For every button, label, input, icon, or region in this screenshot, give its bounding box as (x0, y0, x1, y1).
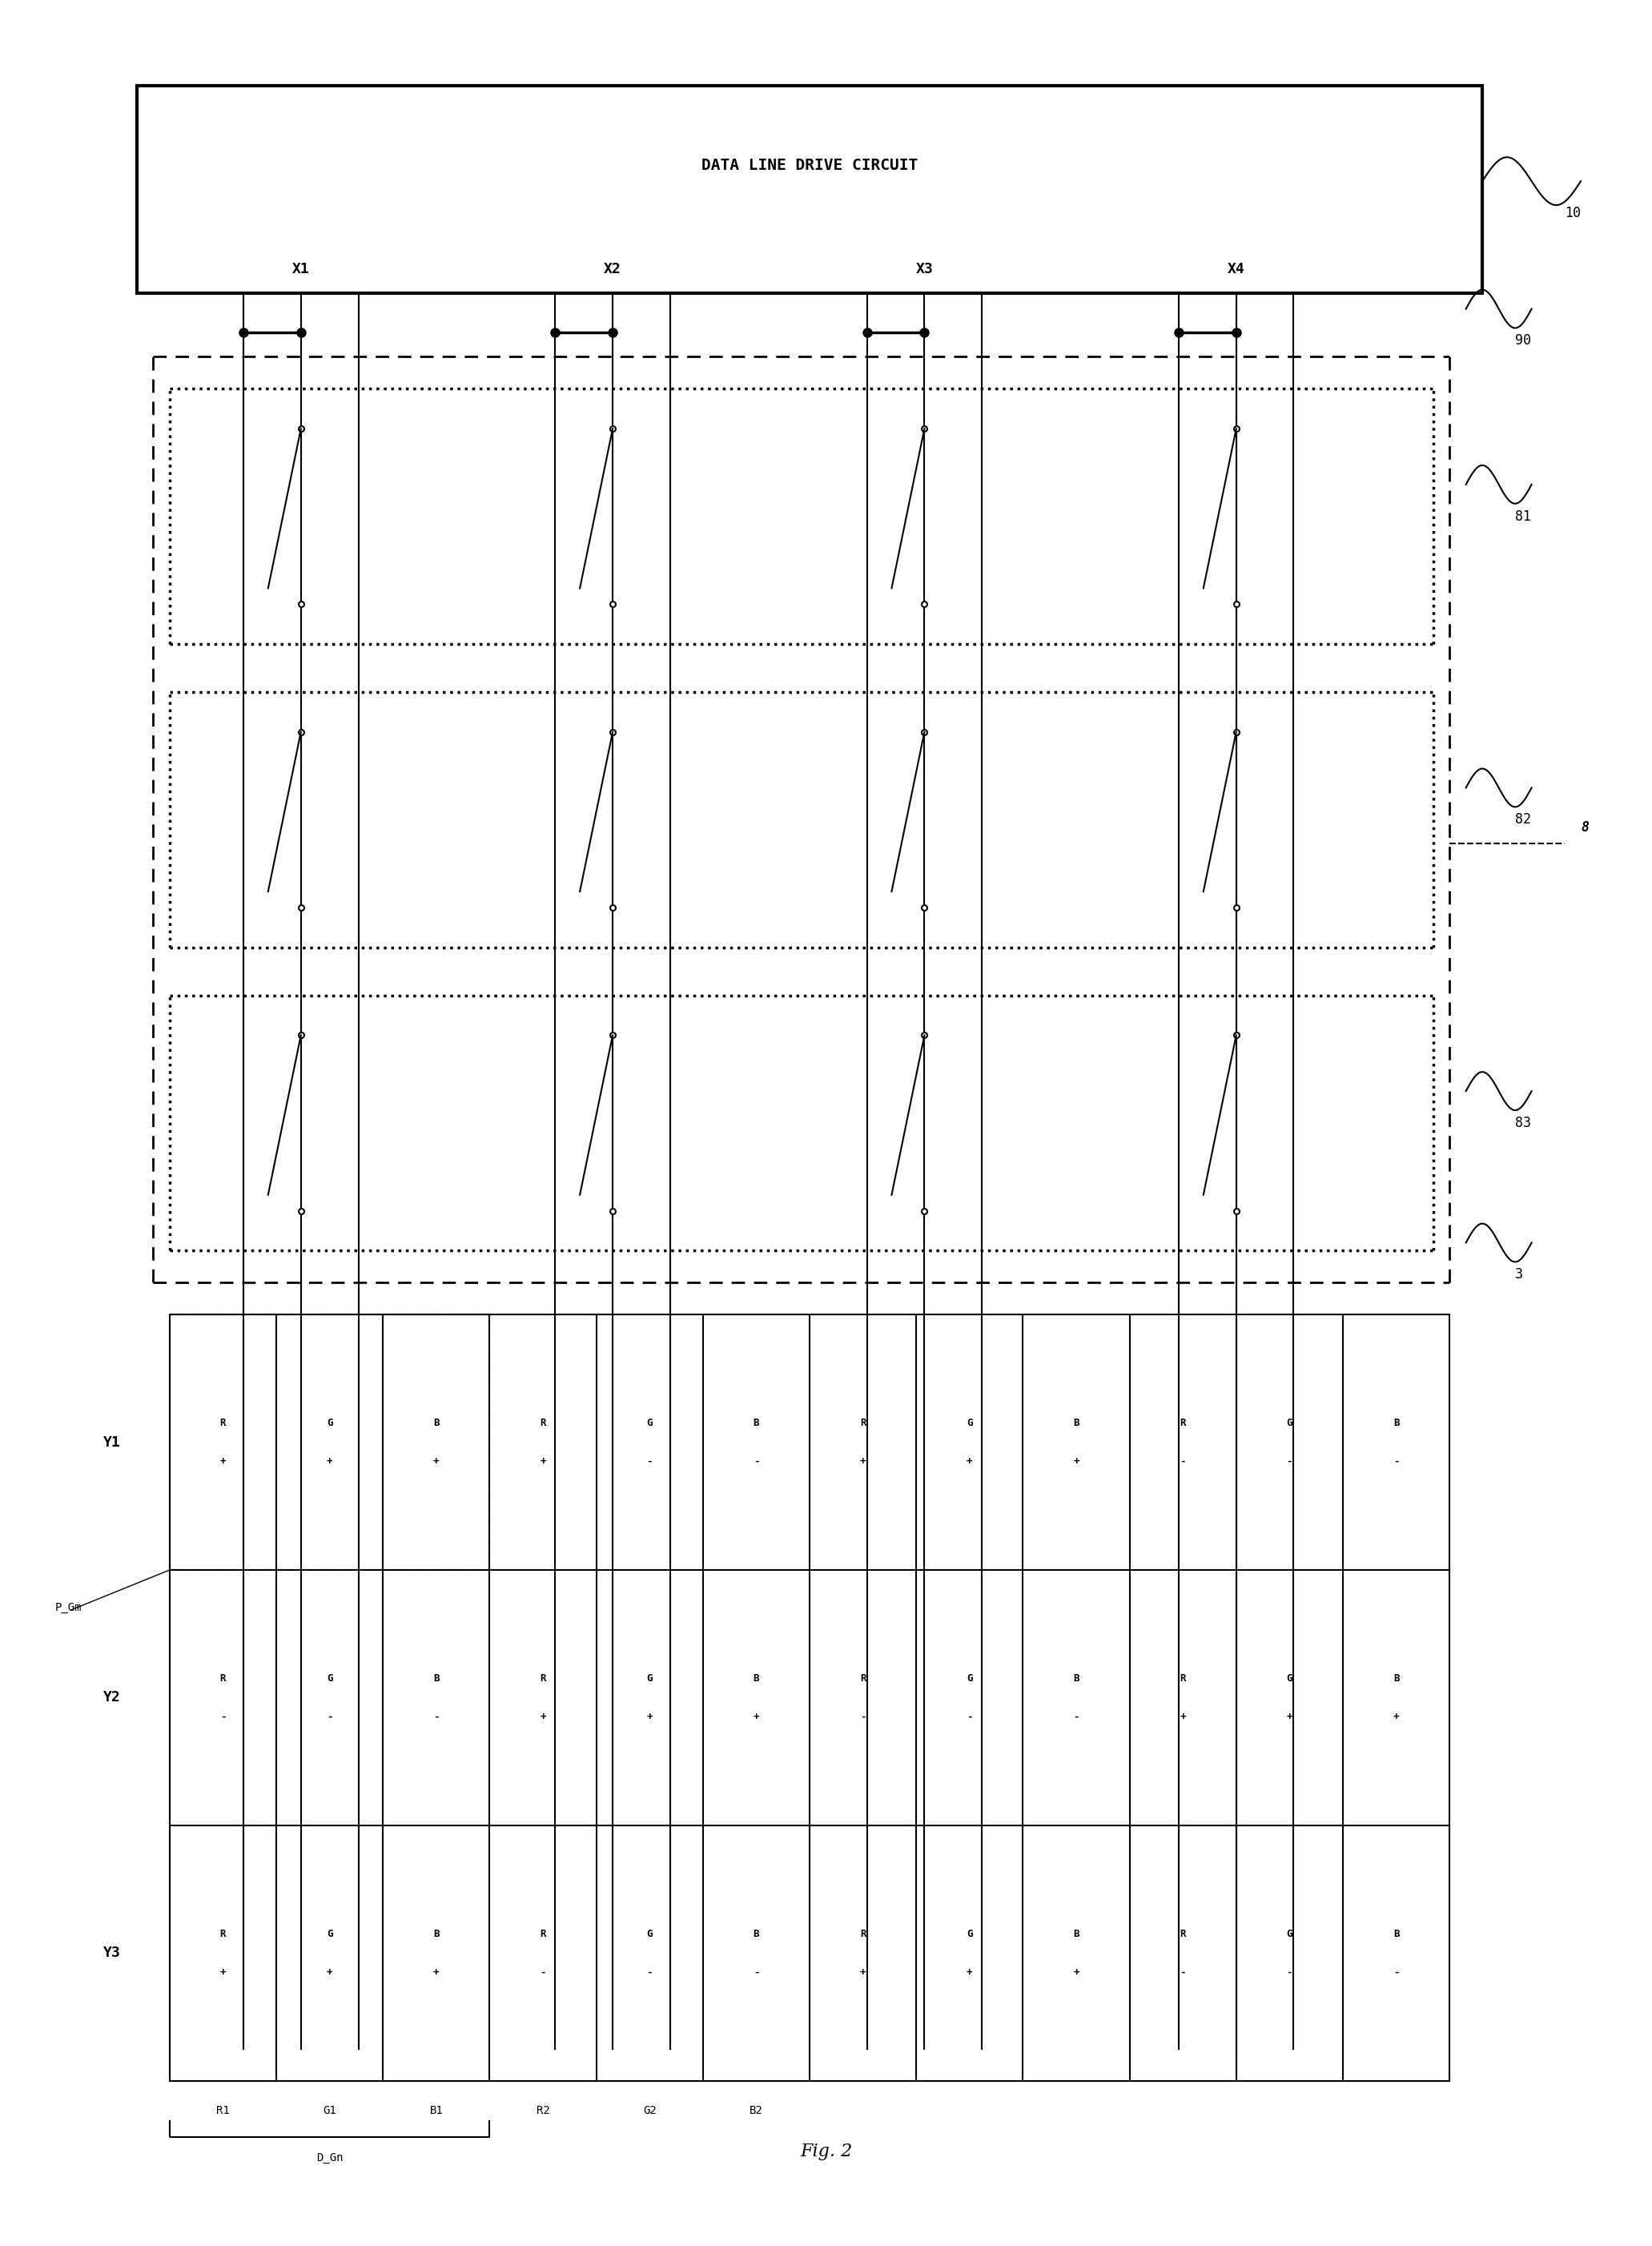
Text: 3: 3 (1515, 1267, 1523, 1282)
Text: +: + (1180, 1711, 1186, 1723)
Text: G: G (646, 1929, 653, 1938)
Text: R: R (220, 1417, 226, 1428)
Text: -: - (1287, 1967, 1292, 1976)
Text: G: G (646, 1417, 653, 1428)
FancyBboxPatch shape (137, 85, 1482, 292)
Text: R1: R1 (216, 2105, 230, 2116)
Text: +: + (220, 1455, 226, 1467)
Text: +: + (327, 1967, 332, 1976)
Text: B: B (1074, 1673, 1079, 1684)
Text: -: - (646, 1967, 653, 1976)
Text: -: - (646, 1455, 653, 1467)
Text: G: G (1287, 1673, 1292, 1684)
Text: 10: 10 (1564, 207, 1581, 220)
Text: R: R (540, 1673, 545, 1684)
Text: B: B (1393, 1673, 1399, 1684)
Text: G: G (327, 1673, 332, 1684)
Text: G2: G2 (643, 2105, 656, 2116)
Text: +: + (966, 1967, 973, 1976)
Text: -: - (327, 1711, 332, 1723)
Text: R: R (1180, 1417, 1186, 1428)
Text: +: + (433, 1967, 439, 1976)
Text: +: + (220, 1967, 226, 1976)
Text: X4: X4 (1227, 263, 1246, 276)
Text: -: - (433, 1711, 439, 1723)
Text: -: - (1074, 1711, 1079, 1723)
Text: +: + (1074, 1967, 1079, 1976)
Text: -: - (753, 1455, 760, 1467)
Text: B: B (753, 1673, 760, 1684)
Text: R: R (861, 1417, 866, 1428)
Text: Y1: Y1 (102, 1435, 121, 1449)
Text: +: + (540, 1455, 545, 1467)
Text: -: - (1287, 1455, 1292, 1467)
Text: X3: X3 (915, 263, 933, 276)
Text: 81: 81 (1515, 510, 1531, 523)
Text: R: R (1180, 1673, 1186, 1684)
Text: -: - (753, 1967, 760, 1976)
Text: R: R (1180, 1929, 1186, 1938)
Text: -: - (220, 1711, 226, 1723)
Text: G: G (327, 1929, 332, 1938)
Text: +: + (433, 1455, 439, 1467)
Text: -: - (1393, 1967, 1399, 1976)
Text: -: - (966, 1711, 973, 1723)
Text: 8: 8 (1581, 820, 1589, 836)
Text: R: R (861, 1929, 866, 1938)
Text: DATA LINE DRIVE CIRCUIT: DATA LINE DRIVE CIRCUIT (702, 157, 919, 173)
Text: +: + (327, 1455, 332, 1467)
Text: -: - (1180, 1967, 1186, 1976)
Text: -: - (1180, 1455, 1186, 1467)
Text: R2: R2 (537, 2105, 550, 2116)
Text: G: G (966, 1417, 973, 1428)
Text: R: R (861, 1673, 866, 1684)
Text: R: R (220, 1673, 226, 1684)
Text: X2: X2 (605, 263, 621, 276)
Text: R: R (540, 1929, 545, 1938)
Text: B: B (1074, 1417, 1079, 1428)
Text: R: R (540, 1417, 545, 1428)
Text: B: B (433, 1929, 439, 1938)
Text: -: - (540, 1967, 545, 1976)
Text: B2: B2 (750, 2105, 763, 2116)
Text: B: B (753, 1417, 760, 1428)
Text: G: G (966, 1929, 973, 1938)
Text: 90: 90 (1515, 335, 1531, 348)
Text: +: + (966, 1455, 973, 1467)
Text: Fig. 2: Fig. 2 (800, 2143, 852, 2161)
Text: B: B (433, 1417, 439, 1428)
Text: +: + (1074, 1455, 1079, 1467)
Text: Y3: Y3 (102, 1945, 121, 1961)
Text: +: + (1393, 1711, 1399, 1723)
Text: B: B (1393, 1417, 1399, 1428)
Text: R: R (220, 1929, 226, 1938)
Text: Y2: Y2 (102, 1691, 121, 1705)
Text: G: G (327, 1417, 332, 1428)
Text: G: G (1287, 1417, 1292, 1428)
Text: G: G (646, 1673, 653, 1684)
Text: G: G (966, 1673, 973, 1684)
Text: B: B (753, 1929, 760, 1938)
Text: D_Gn: D_Gn (316, 2152, 344, 2163)
Text: +: + (861, 1967, 866, 1976)
Text: B: B (1393, 1929, 1399, 1938)
Text: B: B (1074, 1929, 1079, 1938)
Text: -: - (861, 1711, 866, 1723)
Text: +: + (540, 1711, 545, 1723)
Text: 82: 82 (1515, 813, 1531, 827)
Text: G1: G1 (322, 2105, 337, 2116)
Text: B: B (433, 1673, 439, 1684)
Text: +: + (646, 1711, 653, 1723)
Text: P_Gm: P_Gm (55, 1601, 81, 1613)
Text: B1: B1 (430, 2105, 443, 2116)
Text: G: G (1287, 1929, 1292, 1938)
Text: -: - (1393, 1455, 1399, 1467)
Text: +: + (1287, 1711, 1292, 1723)
Text: X1: X1 (292, 263, 309, 276)
Text: +: + (861, 1455, 866, 1467)
Text: 83: 83 (1515, 1116, 1531, 1130)
Text: +: + (753, 1711, 760, 1723)
